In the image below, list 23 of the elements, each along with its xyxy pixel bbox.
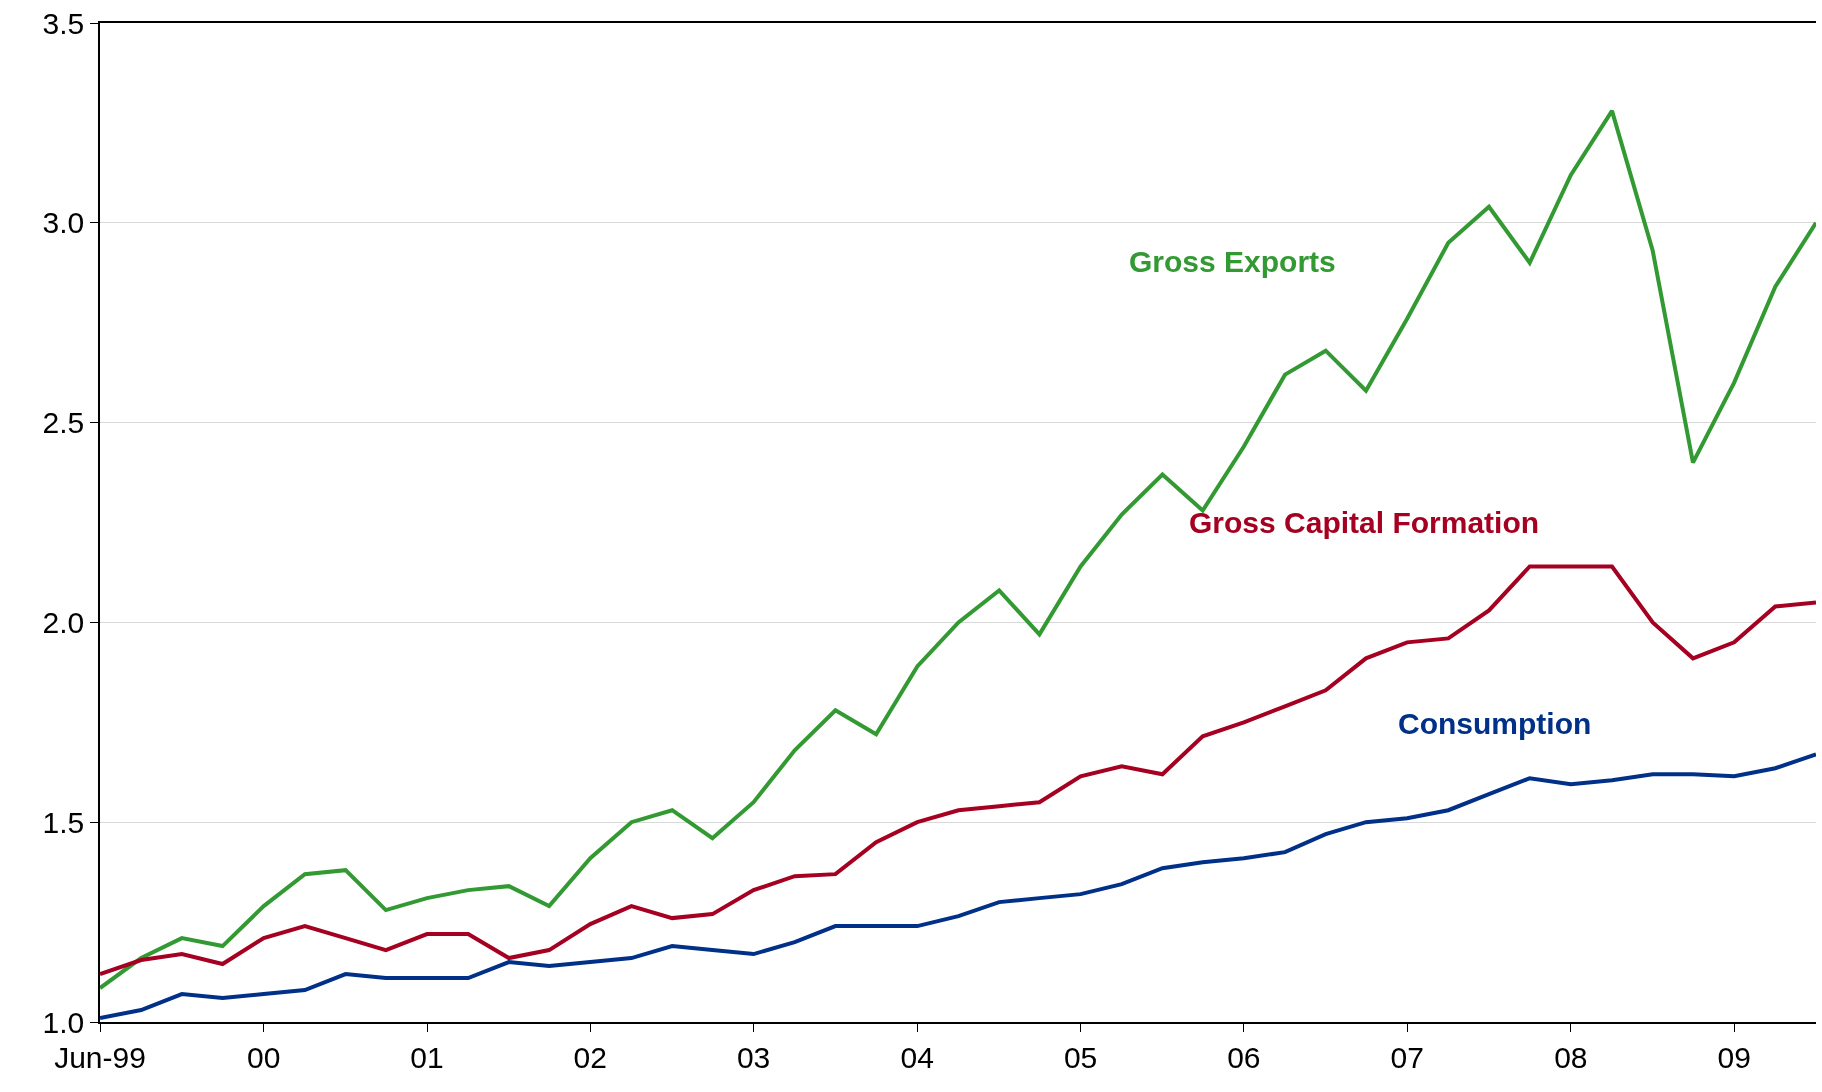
line-series (100, 564, 1816, 977)
y-tick-label: 3.5 (42, 6, 85, 40)
y-tick-label: 1.5 (42, 805, 85, 839)
x-tick-label: 01 (410, 1040, 444, 1074)
x-tick-label: Jun-99 (54, 1040, 146, 1074)
series-label: Gross Capital Formation (1189, 506, 1540, 539)
x-tick-label: 06 (1227, 1040, 1261, 1074)
y-tick-label: 2.5 (42, 406, 85, 440)
x-tick-label: 00 (247, 1040, 281, 1074)
text: Gross Exports (1129, 245, 1336, 278)
y-tick-label: 1.0 (42, 1005, 85, 1039)
x-tick-label: 04 (900, 1040, 934, 1074)
x-tick-label: 02 (573, 1040, 607, 1074)
x-tick-label: 05 (1063, 1040, 1098, 1074)
y-tick-label: 2.0 (42, 605, 85, 639)
line-series (100, 752, 1816, 1020)
series-label: Consumption (1398, 707, 1592, 740)
y-tick-label: 3.0 (42, 206, 85, 240)
x-tick-label: 07 (1390, 1040, 1424, 1074)
x-tick-label: 09 (1717, 1040, 1751, 1074)
x-tick-label: 03 (736, 1040, 771, 1074)
line-series (100, 108, 1816, 991)
x-tick-label: 08 (1554, 1040, 1588, 1074)
